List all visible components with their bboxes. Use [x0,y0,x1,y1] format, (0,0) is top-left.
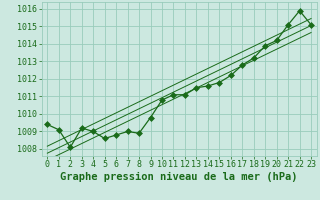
X-axis label: Graphe pression niveau de la mer (hPa): Graphe pression niveau de la mer (hPa) [60,172,298,182]
